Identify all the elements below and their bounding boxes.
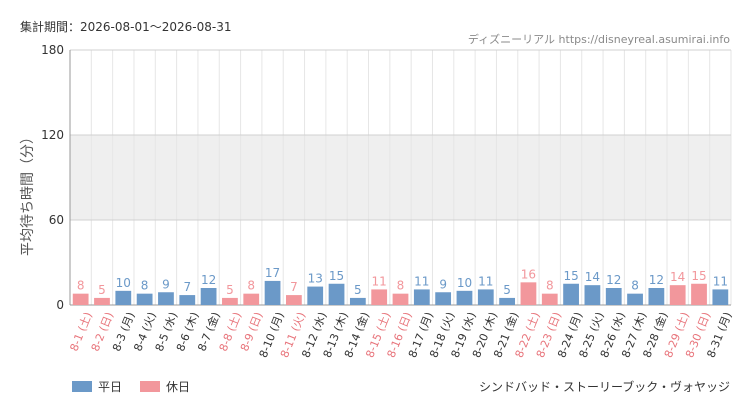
bar [179,295,196,305]
bar [94,297,110,305]
data-label: 14 [670,270,685,284]
y-tick-label: 60 [49,213,64,227]
data-label: 10 [116,276,131,290]
data-label: 8 [77,279,85,293]
data-label: 12 [201,273,216,287]
source-label: ディズニーリアル https://disneyreal.asumirai.inf… [467,33,730,46]
bar [264,280,281,305]
data-label: 8 [247,279,255,293]
data-label: 8 [397,279,405,293]
bar [285,295,302,305]
bar [584,285,601,305]
data-label: 15 [329,269,344,283]
data-label: 10 [457,276,472,290]
data-label: 15 [691,269,706,283]
attraction-name: シンドバッド・ストーリーブック・ヴォヤッジ [478,380,730,394]
bar [541,293,558,305]
legend-holiday: 休日 [140,378,190,395]
bar [243,293,260,305]
legend: 平日 休日 [72,378,190,395]
bar [499,297,516,305]
data-label: 9 [439,277,447,291]
bar [456,290,473,305]
legend-holiday-label: 休日 [166,380,191,394]
data-label: 5 [226,283,234,297]
data-label: 5 [503,283,511,297]
data-label: 14 [585,270,600,284]
data-label: 15 [563,269,578,283]
data-label: 17 [265,266,280,280]
bar [520,282,537,305]
bar [669,285,686,305]
data-label: 9 [162,277,170,291]
legend-weekday-label: 平日 [98,380,123,394]
legend-holiday-swatch [140,381,161,392]
legend-weekday-swatch [72,381,92,392]
bar [307,286,324,305]
data-label: 5 [98,283,106,297]
data-label: 5 [354,283,362,297]
data-label: 11 [713,274,728,288]
data-label: 11 [372,274,387,288]
data-label: 7 [290,280,298,294]
data-label: 8 [141,279,149,293]
bar [72,293,89,305]
bar [712,289,729,305]
bar [477,289,494,305]
data-label: 13 [308,272,323,286]
bar [371,289,388,305]
bar [136,293,153,305]
bar [115,290,132,305]
data-label: 12 [649,273,664,287]
data-label: 12 [606,273,621,287]
data-label: 8 [546,279,554,293]
bar [200,288,217,305]
bar [413,289,430,305]
bar [349,297,366,305]
bar [222,297,238,305]
bar [605,288,622,305]
bar [691,283,707,305]
bar [328,283,345,305]
legend-weekday: 平日 [72,378,122,395]
bar [392,293,409,305]
y-tick-label: 0 [56,298,64,312]
data-label: 16 [521,267,536,281]
bar [627,293,643,305]
data-label: 11 [478,274,493,288]
bar [435,292,452,305]
y-tick-label: 180 [41,43,64,57]
data-label: 7 [183,280,191,294]
bar [158,292,174,305]
data-label: 8 [631,279,639,293]
data-label: 11 [414,274,429,288]
bar [648,288,665,305]
period-label: 集計期間：2026-08-01～2026-08-31 [20,20,232,34]
shaded-band [70,135,731,220]
bar [563,283,579,305]
y-tick-label: 120 [41,128,64,142]
